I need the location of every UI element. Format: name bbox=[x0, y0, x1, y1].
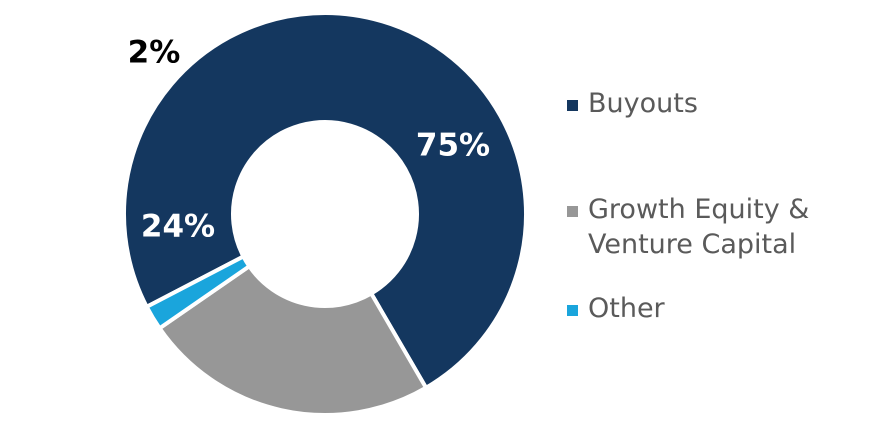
legend-item-buyouts: Buyouts bbox=[567, 86, 828, 121]
slice-other bbox=[144, 253, 253, 332]
legend-item-growth-equity: Growth Equity & Venture Capital bbox=[567, 192, 828, 262]
slice-label-buyouts: 75% bbox=[416, 128, 490, 164]
legend-label-other: Other bbox=[588, 293, 665, 324]
slice-buyouts bbox=[122, 11, 528, 391]
slice-label-other: 2% bbox=[128, 35, 181, 71]
legend-swatch-growth-equity bbox=[567, 206, 578, 217]
legend-item-other: Other bbox=[567, 291, 828, 326]
slice-growth-equity bbox=[156, 263, 429, 417]
legend-swatch-buyouts bbox=[567, 100, 578, 111]
legend-swatch-other bbox=[567, 305, 578, 316]
legend-label-growth-equity: Growth Equity & Venture Capital bbox=[588, 194, 810, 260]
slice-label-growth-equity: 24% bbox=[141, 209, 215, 245]
legend-label-buyouts: Buyouts bbox=[588, 88, 698, 119]
